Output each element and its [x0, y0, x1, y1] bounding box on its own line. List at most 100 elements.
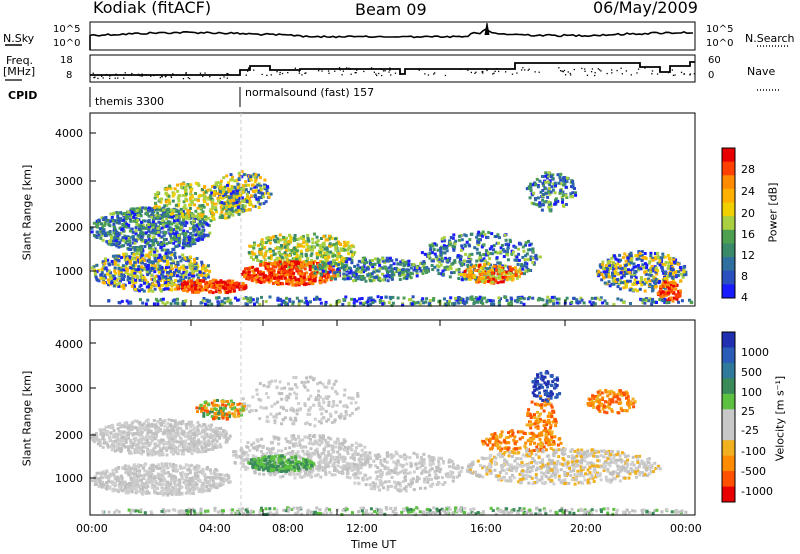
power-cell [277, 240, 281, 244]
power-cell [445, 249, 449, 253]
power-cell [158, 268, 162, 272]
power-cell [167, 194, 171, 198]
power-cell [262, 185, 266, 189]
power-cell [339, 247, 343, 251]
power-cell [165, 284, 169, 288]
power-cell [129, 248, 133, 251]
power-cell [280, 272, 284, 276]
power-cell [189, 216, 193, 220]
power-cell [519, 271, 523, 275]
power-cell [531, 250, 535, 254]
power-cell [309, 273, 312, 277]
power-cell [324, 267, 328, 271]
power-cell [295, 249, 299, 253]
power-cell [99, 276, 103, 280]
nave-dot [594, 74, 596, 77]
power-cell [249, 296, 253, 300]
power-cell [237, 177, 241, 181]
power-cell [135, 252, 139, 256]
power-cell [229, 192, 233, 196]
nave-dot [521, 69, 523, 71]
power-cell [528, 248, 532, 252]
power-cell [390, 275, 394, 279]
power-cell [154, 283, 158, 287]
power-cell [311, 237, 315, 241]
power-cell [247, 267, 251, 271]
power-cell [121, 236, 125, 240]
power-cell [137, 252, 141, 256]
power-cell [252, 258, 255, 262]
power-cell [214, 202, 218, 206]
power-cell [369, 263, 373, 267]
power-cell [111, 219, 115, 223]
power-cell [231, 279, 235, 283]
power-cell [241, 184, 245, 188]
power-cell [290, 249, 294, 253]
power-cell [157, 256, 160, 260]
power-cell [262, 263, 266, 267]
nsky-spike [484, 22, 490, 36]
power-cell [319, 272, 323, 276]
power-cell [196, 265, 200, 269]
power-cell [545, 173, 549, 177]
power-cell [183, 258, 187, 261]
power-cell [640, 298, 644, 302]
power-cell [202, 235, 206, 239]
power-cell [126, 242, 130, 246]
power-cell [527, 239, 530, 243]
power-cell [202, 279, 206, 283]
power-cell [431, 244, 435, 248]
power-cell [401, 273, 405, 277]
power-cell [161, 301, 165, 305]
power-cell [431, 268, 435, 271]
power-cell [167, 277, 171, 281]
power-cell [643, 256, 647, 260]
power-cell [134, 238, 138, 242]
power-cell [107, 299, 111, 303]
power-cell [184, 197, 188, 201]
velocity-cell [141, 445, 145, 449]
nave-dot [223, 76, 225, 78]
power-cell [183, 288, 187, 292]
power-cell [132, 266, 136, 270]
power-cell [184, 299, 188, 303]
power-cell [107, 278, 110, 282]
power-cell [183, 223, 187, 227]
power-cell [514, 273, 518, 277]
power-cell [357, 270, 361, 274]
power-cell [181, 246, 185, 250]
power-cell [172, 273, 175, 277]
power-cell [177, 270, 181, 274]
power-cell [617, 272, 621, 276]
power-cell [110, 260, 114, 263]
power-cell [431, 259, 435, 263]
power-cell [114, 258, 118, 262]
power-cell [640, 259, 644, 263]
power-cell [154, 238, 158, 242]
power-cell [163, 204, 167, 208]
power-cell [189, 255, 192, 259]
power-cell [266, 265, 270, 269]
power-cell [218, 195, 222, 199]
power-cell [663, 300, 667, 304]
power-cell [257, 206, 261, 209]
power-cell [296, 268, 300, 272]
power-cell [249, 194, 253, 198]
power-cell [188, 263, 192, 267]
power-cell [179, 182, 183, 186]
power-cell [181, 257, 185, 261]
power-cell [152, 266, 156, 270]
power-cell [212, 286, 216, 290]
power-cell [193, 286, 197, 290]
power-cell [541, 193, 545, 196]
power-cell [492, 248, 495, 252]
power-cell [448, 299, 451, 303]
power-cell [209, 289, 213, 293]
velocity-cell [149, 441, 153, 445]
power-cell [214, 207, 218, 211]
power-cell [259, 259, 263, 263]
power-cell [224, 212, 228, 216]
power-cell [344, 295, 348, 299]
power-cell [507, 302, 511, 306]
power-cell [453, 242, 457, 246]
